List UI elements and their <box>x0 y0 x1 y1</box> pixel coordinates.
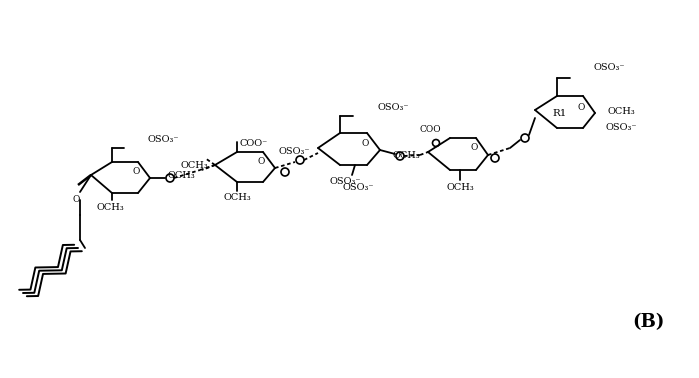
Text: COO⁻: COO⁻ <box>240 138 268 147</box>
Text: (B): (B) <box>632 313 664 331</box>
Text: OCH₃: OCH₃ <box>180 161 208 169</box>
Text: O: O <box>132 166 140 175</box>
Text: OCH₃: OCH₃ <box>168 170 196 180</box>
Text: OSO₃⁻: OSO₃⁻ <box>343 183 374 192</box>
Text: OSO₃⁻: OSO₃⁻ <box>329 178 361 186</box>
Text: OCH₃: OCH₃ <box>446 183 474 192</box>
Text: OCH₃: OCH₃ <box>223 194 251 203</box>
Text: OSO₃⁻: OSO₃⁻ <box>594 64 626 73</box>
Text: OSO₃⁻: OSO₃⁻ <box>148 135 180 144</box>
Text: COO: COO <box>419 125 441 135</box>
Text: OSO₃⁻: OSO₃⁻ <box>378 102 410 112</box>
Text: O: O <box>72 195 80 204</box>
Text: OCH₃: OCH₃ <box>608 107 636 116</box>
Text: OSO₃⁻: OSO₃⁻ <box>278 147 310 156</box>
Text: OCH₃: OCH₃ <box>392 150 420 160</box>
Text: OCH₃: OCH₃ <box>96 203 124 212</box>
Text: O: O <box>577 102 584 112</box>
Text: O: O <box>257 156 265 166</box>
Text: O: O <box>361 139 368 149</box>
Text: O: O <box>470 144 477 152</box>
Text: OSO₃⁻: OSO₃⁻ <box>606 124 637 133</box>
Text: R1: R1 <box>553 108 567 118</box>
